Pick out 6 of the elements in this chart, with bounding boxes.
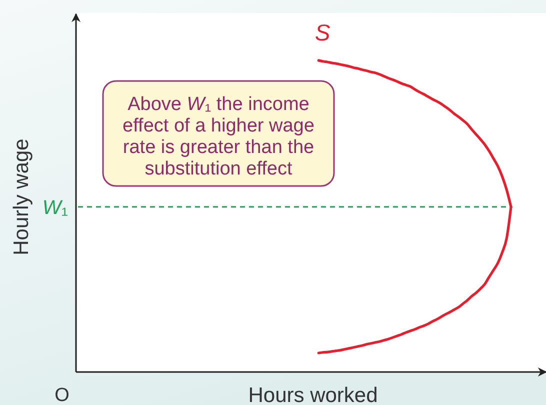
x-axis-title: Hours worked (248, 384, 378, 405)
text: Hourly wage (10, 138, 33, 256)
text: Above W₁ the income effect of a higher wage rate is greater than the substitution effect (122, 94, 314, 180)
text: O (54, 385, 70, 405)
series-label: S (314, 19, 331, 46)
ref-line-label: W₁ (42, 196, 68, 219)
